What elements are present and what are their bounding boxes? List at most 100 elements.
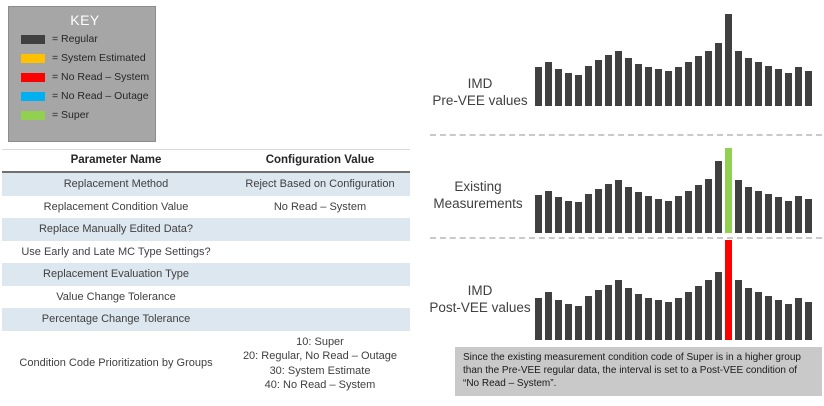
bar-regular: [615, 50, 622, 106]
bar-regular: [695, 56, 702, 106]
bar-regular: [735, 50, 742, 106]
bar-regular: [695, 286, 702, 340]
bar-regular: [725, 14, 732, 106]
system-estimated-swatch-icon: [21, 53, 45, 63]
table-row: Replacement Evaluation Type: [2, 263, 410, 286]
table-row: Replacement Condition Value No Read – Sys…: [2, 196, 410, 219]
bar-regular: [535, 67, 542, 106]
bar-regular: [765, 65, 772, 106]
table-header-row: Parameter Name Configuration Value: [2, 149, 410, 173]
bar-regular: [545, 292, 552, 340]
key-item-label: = No Read – System: [52, 71, 150, 83]
bar-regular: [535, 194, 542, 233]
bar-regular: [765, 296, 772, 340]
chart-label-line: Existing: [454, 179, 502, 194]
bar-regular: [665, 71, 672, 106]
bar-no-read-system: [725, 240, 732, 340]
no-read-outage-swatch-icon: [21, 91, 45, 101]
bar-regular: [565, 304, 572, 340]
key-item: = No Read – System: [21, 71, 149, 83]
bar-regular: [805, 302, 812, 340]
no-read-system-swatch-icon: [21, 72, 45, 82]
bar-regular: [615, 280, 622, 340]
bar-regular: [605, 285, 612, 340]
bar-regular: [745, 288, 752, 340]
bar-regular: [775, 69, 782, 106]
bar-regular: [565, 72, 572, 106]
configuration-value-cell: 10: Super 20: Regular, No Read – Outage 30…: [242, 335, 398, 392]
bar-regular: [645, 195, 652, 233]
table-row: Replacement Method Reject Based on Config…: [2, 172, 410, 196]
configuration-value-cell: No Read – System: [273, 200, 367, 213]
bar-regular: [775, 300, 782, 340]
bar-regular: [585, 65, 592, 106]
bar-regular: [785, 304, 792, 340]
bar-regular: [775, 197, 782, 233]
bar-regular: [585, 296, 592, 340]
bar-regular: [795, 195, 802, 233]
callout-note: Since the existing measurement condition…: [455, 347, 822, 396]
bar-regular: [715, 272, 722, 340]
parameter-name-cell: Use Early and Late MC Type Settings?: [21, 245, 211, 258]
bar-regular: [565, 200, 572, 233]
bar-regular: [545, 61, 552, 106]
chart-label-line: Pre-VEE values: [432, 92, 528, 108]
table-row: Condition Code Prioritization by Groups 1…: [2, 331, 410, 397]
parameter-name-cell: Replacement Condition Value: [43, 200, 189, 213]
chart-label-line: Measurements: [433, 195, 523, 211]
bar-regular: [805, 199, 812, 233]
key-item: = System Estimated: [21, 52, 149, 64]
bar-regular: [685, 292, 692, 340]
bar-regular: [715, 43, 722, 106]
bar-regular: [795, 298, 802, 340]
parameter-name-cell: Replacement Evaluation Type: [2, 263, 230, 286]
configuration-value-cell: [230, 286, 410, 309]
bar-regular: [785, 72, 792, 106]
bar-regular: [735, 280, 742, 340]
table-row: Percentage Change Tolerance: [2, 308, 410, 331]
key-item-label: = Regular: [52, 33, 98, 45]
pre-vee-bar-chart: [535, 14, 817, 106]
bar-regular: [645, 298, 652, 340]
bar-super: [725, 148, 732, 233]
bar-regular: [755, 190, 762, 233]
configuration-value-cell: [230, 263, 410, 286]
bar-regular: [605, 55, 612, 106]
table-row: Value Change Tolerance: [2, 286, 410, 309]
bar-regular: [685, 190, 692, 233]
key-item-label: = System Estimated: [52, 52, 146, 64]
bar-regular: [745, 58, 752, 106]
configuration-value-cell: [230, 218, 410, 241]
bar-regular: [695, 185, 702, 233]
parameter-name-cell: Condition Code Prioritization by Groups: [19, 357, 213, 370]
bar-regular: [805, 71, 812, 106]
configuration-value-cell: [230, 241, 410, 264]
parameter-name-cell: Percentage Change Tolerance: [2, 308, 230, 331]
chart-label-post-vee: IMD Post-VEE values: [419, 283, 541, 317]
bar-regular: [685, 61, 692, 106]
bar-regular: [635, 63, 642, 106]
bar-regular: [705, 50, 712, 106]
bar-regular: [655, 300, 662, 340]
col-header-configuration-value: Configuration Value: [230, 149, 410, 173]
bar-regular: [675, 298, 682, 340]
bar-regular: [605, 183, 612, 233]
regular-swatch-icon: [21, 34, 45, 44]
bar-regular: [555, 197, 562, 233]
key-item-label: = Super: [52, 109, 90, 121]
bar-regular: [795, 67, 802, 106]
bar-regular: [665, 200, 672, 233]
chart-label-line: IMD: [467, 76, 493, 91]
table-row: Use Early and Late MC Type Settings?: [2, 241, 410, 264]
key-items: = Regular = System Estimated = No Read – S…: [21, 33, 149, 121]
existing-measurements-bar-chart: [535, 148, 817, 233]
bar-regular: [755, 292, 762, 340]
bar-regular: [645, 67, 652, 106]
bar-regular: [735, 180, 742, 233]
parameter-name-cell: Value Change Tolerance: [56, 290, 176, 303]
bar-regular: [585, 193, 592, 233]
divider-dashed-line: [430, 237, 822, 239]
bar-regular: [665, 302, 672, 340]
key-item-label: = No Read – Outage: [52, 90, 149, 102]
